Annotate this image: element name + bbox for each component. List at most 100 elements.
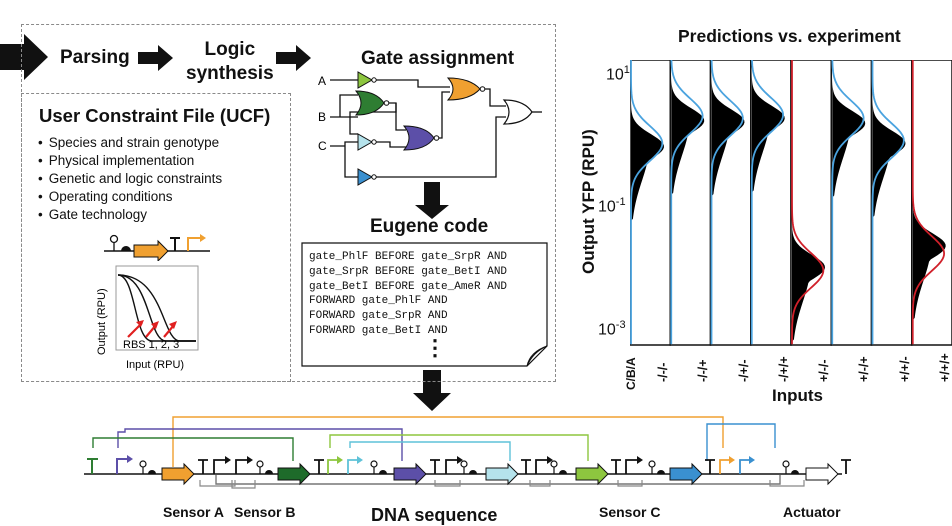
- predicted-curve: [710, 60, 744, 345]
- code-line: gate_PhlF BEFORE gate_SrpR AND: [309, 251, 508, 263]
- connection-purple: [117, 428, 403, 461]
- terminator-icon: [611, 459, 621, 474]
- code-ellipsis: ⋮: [424, 335, 446, 360]
- ucf-item: Operating conditions: [38, 188, 222, 206]
- ytick-exp: -3: [615, 319, 626, 331]
- response-curve-2: [117, 274, 196, 342]
- experimental-histogram: [711, 66, 745, 197]
- promoter-icon: [625, 459, 638, 474]
- gene-orange-icon: [161, 462, 195, 486]
- experimental-histogram: [631, 90, 664, 221]
- experimental-histogram: [671, 64, 705, 195]
- predicted-curve: [911, 60, 946, 345]
- input-a-label: A: [318, 74, 326, 88]
- nor-gate-dark-green-icon: [354, 90, 390, 116]
- ytick-label: 101: [606, 64, 630, 84]
- ribozyme-icon: [109, 234, 119, 244]
- ucf-list: Species and strain genotype Physical imp…: [38, 134, 222, 224]
- ytick-base: 10: [606, 66, 624, 84]
- experimental-histogram: [792, 211, 825, 342]
- histogram-panel: [830, 60, 873, 346]
- histogram-panel: [630, 60, 671, 346]
- input-arrow: [0, 34, 48, 80]
- histogram-panel: [669, 60, 712, 346]
- gene-purple-icon: [393, 462, 427, 486]
- not-gate-blue-icon: [357, 168, 377, 186]
- ytick-base: 10: [598, 198, 616, 216]
- logic-circuit: A B C: [318, 71, 542, 186]
- code-line: FORWARD gate_BetI AND: [309, 324, 448, 337]
- arrow-parsing-to-logic: [138, 45, 173, 71]
- promoter-icon: [445, 459, 458, 474]
- arrow-to-dna: [413, 370, 451, 411]
- rbs-icon: [121, 246, 131, 251]
- chart-xlabel: Inputs: [772, 386, 823, 405]
- step-eugene-code: Eugene code: [370, 216, 489, 237]
- ucf-item: Genetic and logic constraints: [38, 170, 222, 188]
- ucf-response-plot: RBS 1, 2, 3 Output (RPU) Input (RPU): [96, 265, 199, 371]
- code-line: gate_SrpR BEFORE gate_BetI AND: [309, 265, 508, 278]
- predicted-curve: [630, 60, 664, 345]
- dna-label-actuator: Actuator: [783, 504, 841, 520]
- connection-light-blue: [349, 441, 511, 461]
- promoter-icon: [739, 459, 750, 474]
- input-c-label: C: [318, 139, 327, 153]
- predicted-curve: [750, 60, 784, 345]
- ucf-genetic-part: [104, 234, 210, 261]
- step-logic-line1: Logic: [204, 39, 256, 60]
- chart-ylabel: Output YFP (RPU): [579, 129, 598, 274]
- eugene-code-box: [301, 242, 548, 367]
- ucf-plot-ylabel: Output (RPU): [96, 288, 108, 355]
- promoter-icon: [235, 459, 248, 474]
- histogram-panel: [911, 60, 952, 346]
- histogram-panel: [750, 60, 792, 346]
- nor-gate-orange-icon: [446, 77, 486, 101]
- terminator-icon: [705, 459, 715, 474]
- category-label: -/-/-: [656, 362, 671, 382]
- terminator-icon: [314, 459, 324, 474]
- ytick-exp: 1: [623, 64, 630, 76]
- ucf-plot-annotation: RBS 1, 2, 3: [123, 339, 179, 351]
- gene-blue-icon: [669, 462, 703, 486]
- ytick-label: 10-1: [598, 196, 626, 216]
- gene-dark-green-icon: [277, 462, 311, 486]
- dna-label-sensor-a: Sensor A: [163, 504, 224, 520]
- not-gate-light-blue-icon: [357, 133, 377, 151]
- terminator-icon: [430, 459, 440, 474]
- ucf-title: User Constraint File (UCF): [39, 105, 271, 126]
- ytick-base: 10: [598, 321, 616, 339]
- not-gate-light-green-icon: [357, 71, 377, 89]
- experimental-histogram: [751, 62, 785, 193]
- experimental-histogram: [872, 87, 906, 218]
- experimental-histogram: [832, 67, 866, 198]
- response-curve-1: [117, 274, 196, 342]
- connection-light-green: [329, 434, 589, 461]
- terminator-icon: [521, 459, 531, 474]
- predicted-curve: [871, 60, 905, 345]
- category-label: -/+/+: [776, 356, 791, 382]
- promoter-icon: [347, 459, 358, 474]
- promoter-icon: [327, 459, 338, 474]
- dna-label-sequence: DNA sequence: [371, 505, 498, 525]
- nor-gate-purple-icon: [402, 125, 440, 151]
- code-line: gate_BetI BEFORE gate_AmeR AND: [309, 280, 508, 293]
- histogram-chart: [630, 60, 952, 346]
- category-label: +/-/+: [857, 356, 872, 382]
- ucf-item: Gate technology: [38, 206, 222, 224]
- connection-gray-1: [215, 475, 781, 485]
- ucf-item: Physical implementation: [38, 152, 222, 170]
- category-label: +/+/-: [897, 356, 912, 382]
- promoter-icon: [187, 237, 201, 251]
- promoter-icon: [535, 459, 548, 474]
- predicted-curve: [670, 60, 704, 345]
- histogram-panel: [790, 60, 832, 346]
- terminator-icon: [841, 459, 851, 474]
- experimental-histogram: [912, 190, 946, 321]
- ucf-item: Species and strain genotype: [38, 134, 222, 152]
- category-labels: -/-/- -/-/+ -/+/- -/+/+ +/-/- +/-/+ +/+/- +/+/+: [630, 344, 952, 386]
- terminator-icon: [170, 237, 180, 251]
- input-b-label: B: [318, 110, 326, 124]
- step-logic-line2: synthesis: [186, 63, 274, 84]
- predicted-curve: [791, 60, 825, 345]
